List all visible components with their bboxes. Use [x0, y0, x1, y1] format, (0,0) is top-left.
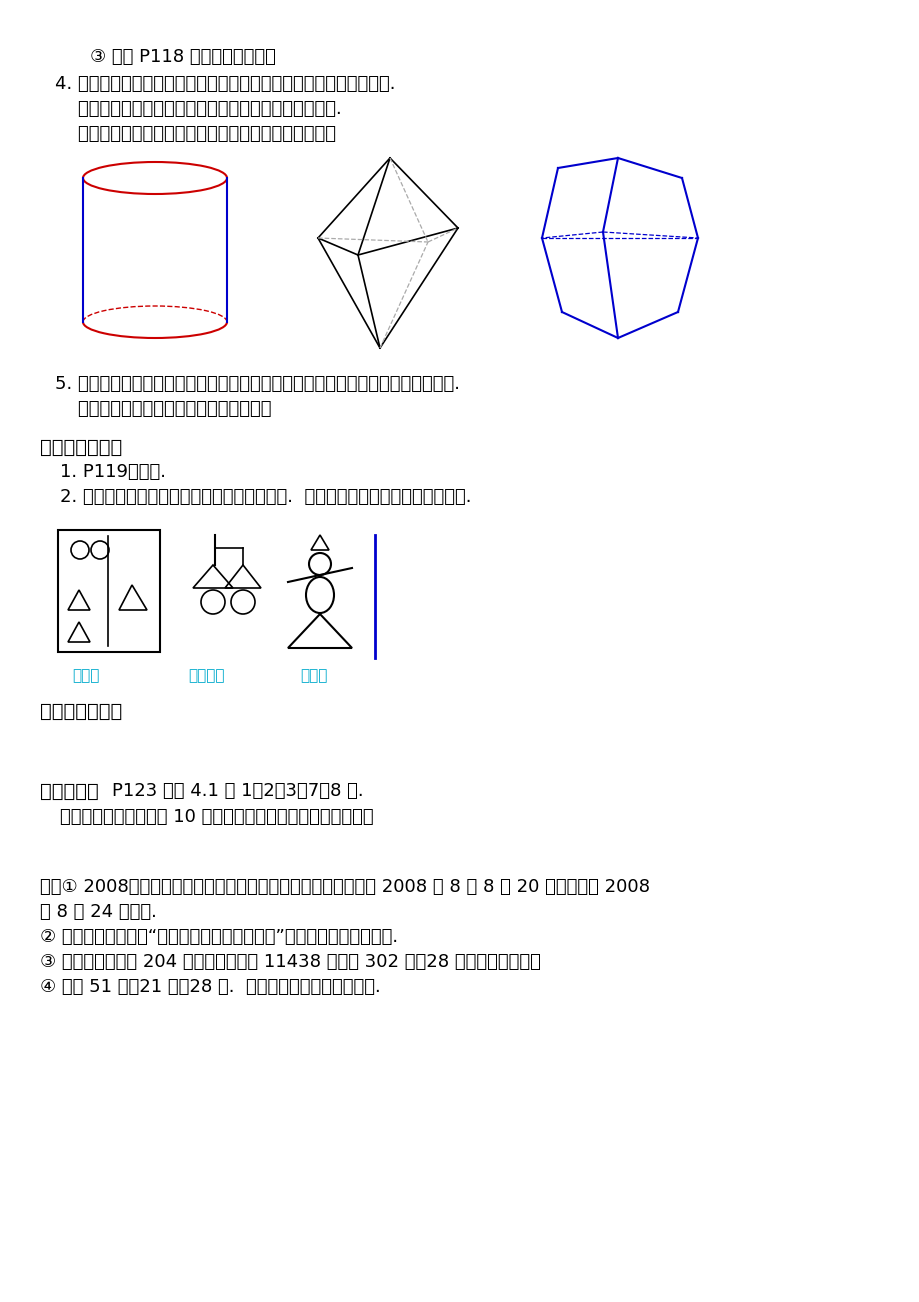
Text: 年 8 月 24 日闭幕.: 年 8 月 24 日闭幕.	[40, 904, 157, 921]
Text: ④ 中国 51 金，21 银，28 铜.  金牌数第一，奖牌总数第二.: ④ 中国 51 金，21 银，28 铜. 金牌数第一，奖牌总数第二.	[40, 978, 380, 996]
Text: 稾草人: 稾草人	[300, 668, 327, 684]
Text: 1. P119练习题.: 1. P119练习题.	[60, 464, 165, 480]
Text: 四、学习小结：: 四、学习小结：	[40, 702, 122, 721]
Text: （有条件的同学可准备 10 个正方体形状的积木，下课时备用）: （有条件的同学可准备 10 个正方体形状的积木，下课时备用）	[60, 809, 373, 825]
Bar	[58, 530, 160, 652]
Text: P123 习题 4.1 第 1、2、3、7、8 题.: P123 习题 4.1 第 1、2、3、7、8 题.	[112, 783, 363, 799]
Text: 三、知识应用：: 三、知识应用：	[40, 437, 122, 457]
Text: ② 本届奥运会口号为“同一个世界，同一个梦想”，主办城市是中国北京.: ② 本届奥运会口号为“同一个世界，同一个梦想”，主办城市是中国北京.	[40, 928, 398, 947]
Text: 4. 立体图形与平面图形是两类不同的几何图形，但他们是互相联系的.: 4. 立体图形与平面图形是两类不同的几何图形，但他们是互相联系的.	[55, 76, 395, 92]
Text: 2. 用两条线段、两个三角形、两个圆拼成图案.  试着画几个，并取一个恰当的名字.: 2. 用两条线段、两个三角形、两个圆拼成图案. 试着画几个，并取一个恰当的名字.	[60, 488, 471, 506]
Text: 你能说出类似于这些物体的几何图形吗？: 你能说出类似于这些物体的几何图形吗？	[55, 400, 271, 418]
Text: 5. 下面都是生活中的物体：粉笔盒、茶杯、文具盒、砖、铅垃仪、乒乒球、黑板面.: 5. 下面都是生活中的物体：粉笔盒、茶杯、文具盒、砖、铅垃仪、乒乒球、黑板面.	[55, 375, 460, 393]
Text: 机器人: 机器人	[72, 668, 99, 684]
Text: 附：① 2008年北京奥运会即第二十九届夏季奥林匹克运动会，于 2008 年 8 月 8 日 20 时开幕，于 2008: 附：① 2008年北京奥运会即第二十九届夏季奥林匹克运动会，于 2008 年 8…	[40, 878, 650, 896]
Text: ③ 参赛国家及地区 204 个，参赛运动员 11438 人，设 302 项（28 种运动）比赛项目: ③ 参赛国家及地区 204 个，参赛运动员 11438 人，设 302 项（28…	[40, 953, 540, 971]
Text: 看看下面的几个立体图形是由怎样的平面图形围成的？: 看看下面的几个立体图形是由怎样的平面图形围成的？	[55, 125, 335, 143]
Text: ③ 完成 P118 思考的问题（下）: ③ 完成 P118 思考的问题（下）	[90, 48, 276, 66]
Text: 五、作业：: 五、作业：	[40, 783, 98, 801]
Text: 任何一个立体图形图形是由一个或几个平面图形围成的.: 任何一个立体图形图形是由一个或几个平面图形围成的.	[55, 100, 341, 118]
Text: 两盏电灯: 两盏电灯	[187, 668, 224, 684]
